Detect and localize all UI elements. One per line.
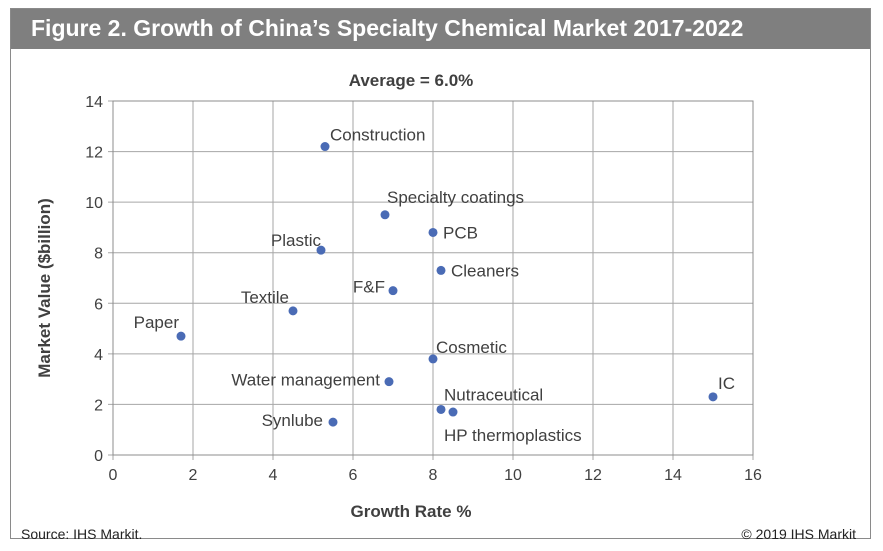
data-point (320, 142, 330, 152)
x-tick-label: 2 (189, 467, 198, 484)
copyright-note: © 2019 IHS Markit (741, 526, 856, 542)
point-label: F&F (353, 278, 385, 297)
x-axis-label: Growth Rate % (351, 502, 472, 521)
grid (108, 100, 754, 460)
point-label: Cosmetic (436, 338, 507, 357)
x-tick-label: 10 (504, 467, 522, 484)
point-label: Paper (134, 313, 180, 332)
point-label: Plastic (271, 231, 322, 250)
point-label: Specialty coatings (387, 188, 524, 207)
point-label: HP thermoplastics (444, 426, 582, 445)
point-label: Cleaners (451, 261, 519, 280)
y-tick-label: 8 (94, 246, 103, 263)
y-tick-label: 2 (94, 397, 103, 414)
data-point (436, 265, 446, 275)
figure-title: Figure 2. Growth of China’s Specialty Ch… (31, 15, 744, 41)
y-tick-labels: 0 2 4 6 8 10 12 14 (85, 94, 103, 465)
data-point (328, 417, 338, 427)
point-label: Construction (330, 126, 425, 145)
x-tick-label: 12 (584, 467, 602, 484)
chart-subtitle: Average = 6.0% (349, 71, 474, 90)
plot-area-border (112, 100, 754, 456)
y-tick-label: 14 (85, 94, 103, 111)
point-label: PCB (443, 223, 478, 242)
point-label: Nutraceutical (444, 385, 543, 404)
x-tick-label: 4 (269, 467, 278, 484)
data-point (436, 404, 446, 414)
data-point (176, 331, 186, 341)
data-point (384, 377, 394, 387)
source-note: Source: IHS Markit. (21, 526, 143, 542)
data-point (428, 227, 438, 237)
y-tick-label: 12 (85, 145, 103, 162)
figure-frame: Figure 2. Growth of China’s Specialty Ch… (10, 8, 871, 542)
x-tick-labels: 0 2 4 6 8 10 12 14 16 (109, 467, 762, 484)
x-tick-label: 8 (429, 467, 438, 484)
title-bar: Figure 2. Growth of China’s Specialty Ch… (11, 9, 870, 49)
point-label: Textile (241, 288, 289, 307)
data-point (288, 306, 298, 316)
x-tick-label: 6 (349, 467, 358, 484)
x-tick-label: 16 (744, 467, 762, 484)
data-points (176, 142, 718, 427)
point-label: Water management (231, 371, 380, 390)
y-tick-label: 6 (94, 296, 103, 313)
y-tick-label: 10 (85, 195, 103, 212)
x-tick-label: 0 (109, 467, 118, 484)
data-point (316, 245, 326, 255)
x-tick-label: 14 (664, 467, 682, 484)
data-point (428, 354, 438, 364)
y-axis-label: Market Value ($billion) (35, 198, 54, 378)
data-point (448, 407, 458, 417)
point-labels: Construction Specialty coatings PCB Plastic… (134, 126, 735, 446)
y-tick-label: 4 (94, 347, 103, 364)
data-point (388, 286, 398, 296)
y-tick-label: 0 (94, 448, 103, 465)
data-point (380, 210, 390, 220)
point-label: IC (718, 374, 735, 393)
data-point (708, 392, 718, 402)
point-label: Synlube (262, 411, 323, 430)
